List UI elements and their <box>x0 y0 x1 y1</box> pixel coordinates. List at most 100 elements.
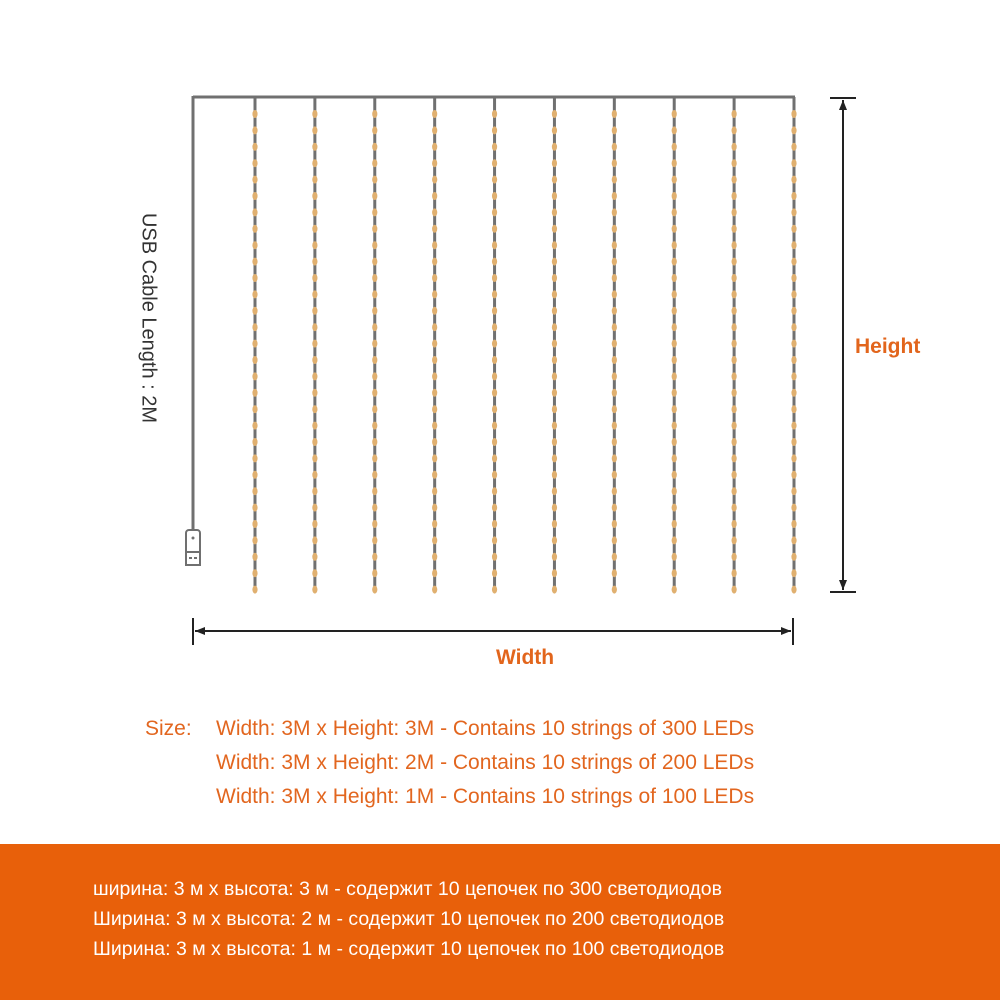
led-bulb <box>491 241 498 250</box>
led-bulb <box>312 487 318 496</box>
curtain-light-diagram <box>185 95 856 645</box>
led-bulb <box>252 159 258 168</box>
led-bulb <box>372 224 378 233</box>
led-bulb <box>791 421 797 430</box>
led-bulb <box>611 372 617 381</box>
led-bulb <box>252 241 258 250</box>
led-bulb <box>491 208 498 217</box>
led-bulb <box>731 306 737 315</box>
led-bulb <box>432 372 438 381</box>
led-bulb <box>551 552 558 561</box>
led-bulb <box>731 126 737 135</box>
led-bulb <box>491 585 498 594</box>
led-bulb <box>491 405 498 414</box>
led-bulb <box>432 224 438 233</box>
led-bulb <box>551 224 558 233</box>
led-bulb <box>252 405 258 414</box>
size-list: Size: Width: 3M x Height: 3M - Contains 1… <box>145 712 754 814</box>
led-bulb <box>551 487 558 496</box>
led-bulb <box>791 569 797 578</box>
led-bulb <box>432 536 438 545</box>
led-bulb <box>312 503 318 512</box>
led-bulb <box>611 470 617 479</box>
led-bulb <box>791 126 797 135</box>
led-bulb <box>252 454 258 463</box>
led-bulb <box>312 175 318 184</box>
led-bulb <box>611 224 617 233</box>
led-bulb <box>671 405 677 414</box>
led-bulb <box>372 175 378 184</box>
led-bulb <box>611 339 617 348</box>
led-bulb <box>312 142 318 151</box>
led-bulb <box>551 208 558 217</box>
led-bulb <box>252 438 258 446</box>
led-bulb <box>312 569 318 578</box>
led-bulb <box>252 110 258 118</box>
led-bulb <box>791 552 797 561</box>
led-bulb <box>731 159 737 168</box>
usb-cable-length-label: USB Cable Length : 2M <box>137 212 160 424</box>
led-bulb <box>312 241 318 250</box>
led-bulb <box>372 454 378 463</box>
led-bulb <box>372 192 378 200</box>
led-bulb <box>252 257 258 266</box>
led-bulb <box>312 552 318 561</box>
led-bulb <box>372 552 378 561</box>
led-bulb <box>611 503 617 512</box>
led-bulb <box>671 241 677 250</box>
led-bulb <box>731 323 737 332</box>
led-bulb <box>731 536 737 545</box>
led-bulb <box>671 126 677 135</box>
led-bulb <box>791 356 797 364</box>
led-bulb <box>372 142 378 151</box>
led-bulb <box>252 372 258 381</box>
led-bulb <box>372 438 378 446</box>
led-bulb <box>491 536 498 545</box>
led-bulb <box>312 405 318 414</box>
led-bulb <box>791 306 797 315</box>
led-bulb <box>731 356 737 364</box>
led-bulb <box>791 438 797 446</box>
led-bulb <box>372 306 378 315</box>
led-bulb <box>491 470 498 479</box>
led-bulb <box>791 487 797 496</box>
led-bulb <box>671 438 677 446</box>
led-bulb <box>671 306 677 315</box>
led-bulb <box>671 569 677 578</box>
led-bulb <box>491 569 498 578</box>
led-bulb <box>671 503 677 512</box>
height-label: Height <box>855 335 921 358</box>
led-bulb <box>372 520 378 528</box>
size-row: Width: 3M x Height: 2M - Contains 10 str… <box>145 746 754 780</box>
led-bulb <box>611 126 617 135</box>
led-bulb <box>611 356 617 364</box>
led-bulb <box>791 159 797 168</box>
led-bulb <box>372 274 378 282</box>
led-bulb <box>671 159 677 168</box>
led-bulb <box>432 585 438 594</box>
led-bulb <box>372 290 378 299</box>
led-bulb <box>551 241 558 250</box>
led-bulb <box>312 454 318 463</box>
led-bulb <box>312 323 318 332</box>
led-bulb <box>671 552 677 561</box>
led-bulb <box>791 470 797 479</box>
led-bulb <box>731 142 737 151</box>
led-bulb <box>252 520 258 528</box>
led-bulb <box>252 175 258 184</box>
led-bulb <box>731 388 737 397</box>
led-bulb <box>252 306 258 315</box>
led-bulb <box>432 405 438 414</box>
led-bulb <box>731 520 737 528</box>
led-bulb <box>671 421 677 430</box>
led-bulb <box>432 110 438 118</box>
led-bulb <box>372 257 378 266</box>
led-bulb <box>611 290 617 299</box>
led-bulb <box>551 290 558 299</box>
led-bulb <box>491 159 498 168</box>
led-bulb <box>491 290 498 299</box>
led-bulb <box>791 142 797 151</box>
led-bulb <box>611 585 617 594</box>
led-bulb <box>491 454 498 463</box>
led-bulb <box>432 339 438 348</box>
